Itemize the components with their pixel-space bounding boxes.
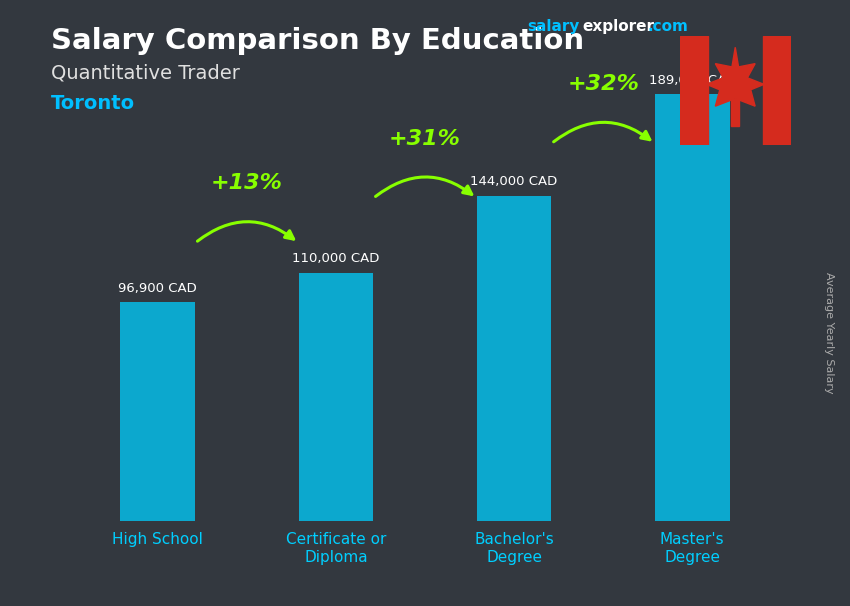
Text: +13%: +13% [211,173,283,193]
Text: Quantitative Trader: Quantitative Trader [51,64,240,82]
Bar [298,273,373,521]
Text: 189,000 CAD: 189,000 CAD [649,74,736,87]
Bar [763,36,791,145]
Text: 110,000 CAD: 110,000 CAD [292,252,380,265]
Bar [477,196,552,521]
Bar [654,95,729,521]
Text: Salary Comparison By Education: Salary Comparison By Education [51,27,584,55]
Text: Toronto: Toronto [51,94,135,113]
Bar [121,302,196,521]
Text: Average Yearly Salary: Average Yearly Salary [824,273,834,394]
Text: 96,900 CAD: 96,900 CAD [118,282,197,295]
Text: +31%: +31% [389,128,461,148]
Text: explorer: explorer [582,19,654,35]
Text: salary: salary [527,19,580,35]
Text: .com: .com [648,19,689,35]
Bar [731,99,740,126]
Text: +32%: +32% [567,74,639,94]
Text: 144,000 CAD: 144,000 CAD [470,176,558,188]
Polygon shape [706,47,764,106]
Bar [680,36,707,145]
